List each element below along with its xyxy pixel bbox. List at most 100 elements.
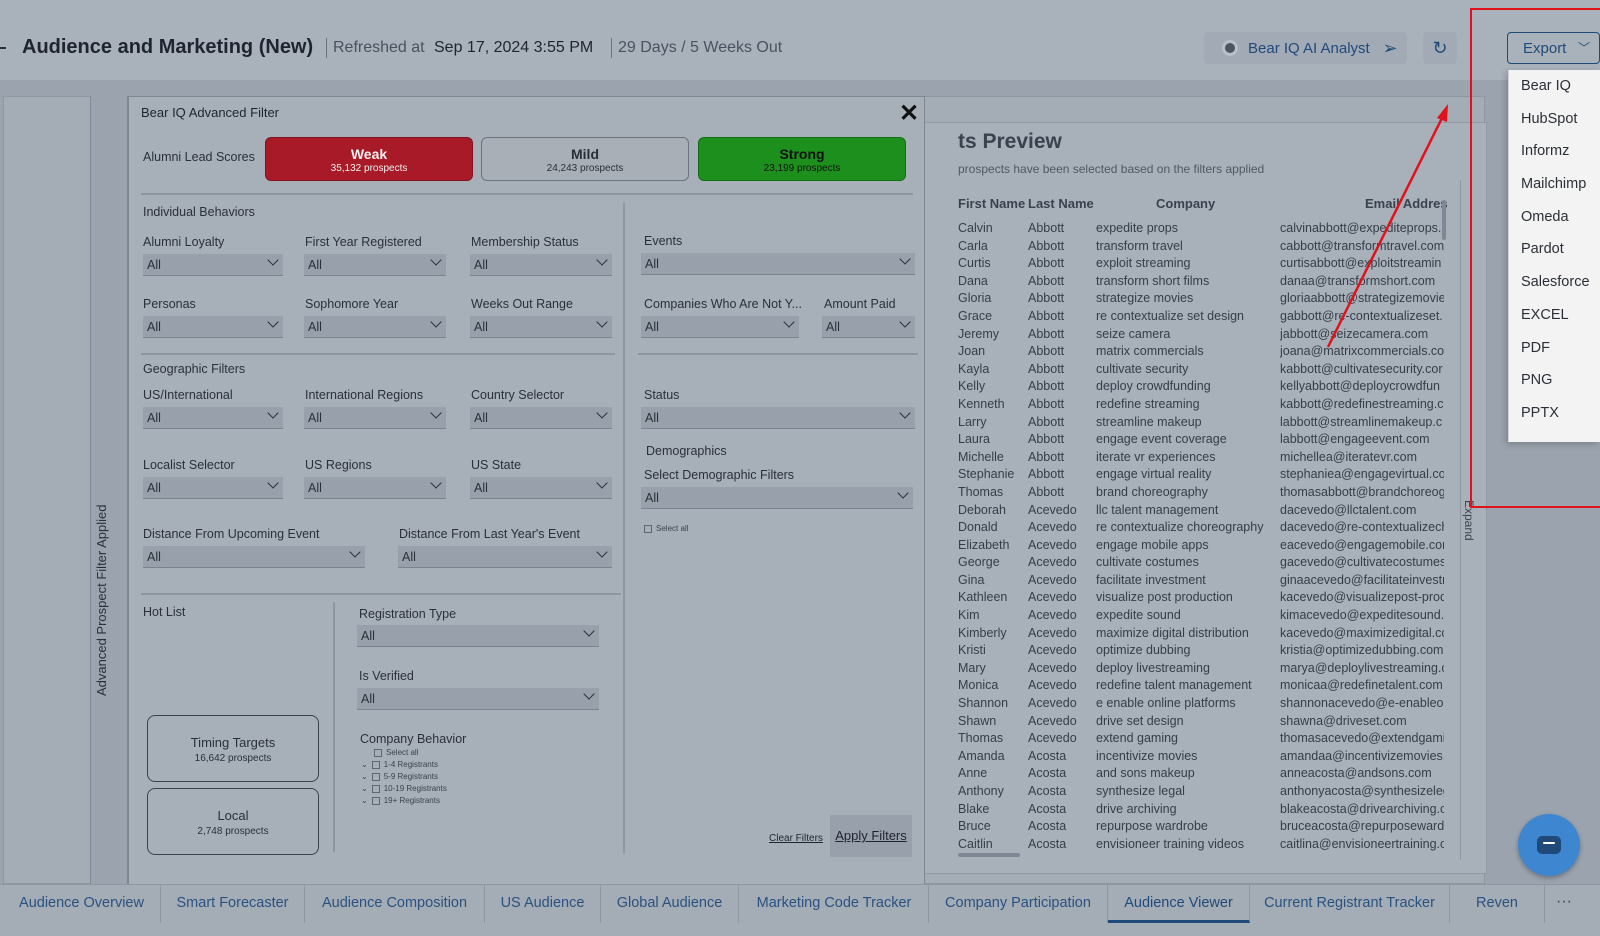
export-menu-item[interactable]: Bear IQ bbox=[1521, 78, 1571, 94]
export-button[interactable]: Export ﹀ bbox=[1507, 32, 1600, 64]
table-row[interactable]: Thomas Abbott brand choreography thomasabbo… bbox=[958, 485, 1458, 503]
amount-paid-select[interactable]: All bbox=[822, 316, 915, 338]
score-mild-button[interactable]: Mild 24,243 prospects bbox=[481, 137, 689, 181]
table-row[interactable]: Kenneth Abbott redefine streaming kabbott@r… bbox=[958, 397, 1458, 415]
column-header-company[interactable]: Company bbox=[1156, 196, 1216, 211]
table-row[interactable]: Anne Acosta and sons makeup anneacosta@ands… bbox=[958, 766, 1458, 784]
table-row[interactable]: Mary Acevedo deploy livestreaming marya@dep… bbox=[958, 661, 1458, 679]
table-row[interactable]: Anthony Acosta synthesize legal anthonyacos… bbox=[958, 784, 1458, 802]
table-row[interactable]: Kimberly Acevedo maximize digital distribu… bbox=[958, 626, 1458, 644]
is-verified-select[interactable]: All bbox=[357, 688, 599, 710]
table-row[interactable]: Amanda Acosta incentivize movies amandaa@in… bbox=[958, 749, 1458, 767]
international-regions-select[interactable]: All bbox=[304, 407, 446, 429]
table-row[interactable]: Kristi Acevedo optimize dubbing kristia@opt… bbox=[958, 643, 1458, 661]
share-button[interactable]: ➢ bbox=[1373, 32, 1407, 64]
export-menu-item[interactable]: PNG bbox=[1521, 372, 1553, 389]
clear-filters-link[interactable]: Clear Filters bbox=[769, 833, 823, 844]
column-header-last-name[interactable]: Last Name bbox=[1028, 196, 1094, 211]
membership-status-select[interactable]: All bbox=[470, 254, 612, 276]
table-row[interactable]: Monica Acevedo redefine talent management m… bbox=[958, 678, 1458, 696]
sophomore-year-select[interactable]: All bbox=[304, 316, 446, 338]
table-row[interactable]: Jeremy Abbott seize camera jabbott@seizecam… bbox=[958, 327, 1458, 345]
tab-current-registrant-tracker[interactable]: Current Registrant Tracker bbox=[1250, 885, 1450, 923]
status-select[interactable]: All bbox=[641, 407, 915, 429]
checkbox-1-4[interactable]: ⌄ 1-4 Registrants bbox=[361, 760, 438, 769]
distance-last-year-select[interactable]: All bbox=[398, 546, 612, 568]
horizontal-scrollbar[interactable] bbox=[958, 853, 1020, 857]
demographic-filters-select[interactable]: All bbox=[641, 487, 913, 509]
table-row[interactable]: Dana Abbott transform short films danaa@tra… bbox=[958, 274, 1458, 292]
country-selector-select[interactable]: All bbox=[470, 407, 612, 429]
ai-analyst-button[interactable]: Bear IQ AI Analyst bbox=[1204, 32, 1392, 64]
score-strong-button[interactable]: Strong 23,199 prospects bbox=[698, 137, 906, 181]
tab-marketing-code-tracker[interactable]: Marketing Code Tracker bbox=[740, 885, 929, 923]
companies-not-select[interactable]: All bbox=[641, 316, 799, 338]
tab-audience-overview[interactable]: Audience Overview bbox=[3, 885, 161, 923]
back-dash[interactable] bbox=[0, 47, 6, 49]
personas-select[interactable]: All bbox=[143, 316, 283, 338]
table-row[interactable]: Calvin Abbott expedite props calvinabbott@e… bbox=[958, 221, 1458, 239]
table-row[interactable]: Grace Abbott re contextualize set design ga… bbox=[958, 309, 1458, 327]
table-row[interactable]: Curtis Abbott exploit streaming curtisabbot… bbox=[958, 256, 1458, 274]
demographic-select-all-checkbox[interactable]: Select all bbox=[644, 524, 688, 533]
vertical-scrollbar[interactable] bbox=[1442, 200, 1446, 240]
table-row[interactable]: Caitlin Acosta envisioneer training videos… bbox=[958, 837, 1458, 855]
table-row[interactable]: Michelle Abbott iterate vr experiences mich… bbox=[958, 450, 1458, 468]
local-button[interactable]: Local 2,748 prospects bbox=[147, 788, 319, 855]
table-row[interactable]: Kayla Abbott cultivate security kabbott@cul… bbox=[958, 362, 1458, 380]
tab-company-participation[interactable]: Company Participation bbox=[929, 885, 1108, 923]
table-row[interactable]: Laura Abbott engage event coverage labbott@… bbox=[958, 432, 1458, 450]
table-row[interactable]: Donald Acevedo re contextualize choreograp… bbox=[958, 520, 1458, 538]
us-international-select[interactable]: All bbox=[143, 407, 283, 429]
table-row[interactable]: Deborah Acevedo llc talent management dacev… bbox=[958, 503, 1458, 521]
export-menu-item[interactable]: Omeda bbox=[1521, 208, 1569, 225]
close-icon[interactable]: ✕ bbox=[899, 100, 920, 127]
weeks-out-range-select[interactable]: All bbox=[470, 316, 612, 338]
distance-upcoming-select[interactable]: All bbox=[143, 546, 365, 568]
events-select[interactable]: All bbox=[641, 253, 915, 275]
table-row[interactable]: Shannon Acevedo e enable online platforms s… bbox=[958, 696, 1458, 714]
table-row[interactable]: Thomas Acevedo extend gaming thomasacevedo@… bbox=[958, 731, 1458, 749]
table-row[interactable]: Kim Acevedo expedite sound kimacevedo@exped… bbox=[958, 608, 1458, 626]
tab-smart-forecaster[interactable]: Smart Forecaster bbox=[161, 885, 305, 923]
checkbox-10-19[interactable]: ⌄ 10-19 Registrants bbox=[361, 784, 447, 793]
table-row[interactable]: George Acevedo cultivate costumes gacevedo@… bbox=[958, 555, 1458, 573]
table-row[interactable]: Blake Acosta drive archiving blakeacosta@dr… bbox=[958, 802, 1458, 820]
export-menu-item[interactable]: PPTX bbox=[1521, 404, 1559, 421]
advanced-filter-strip[interactable]: Advanced Prospect Filter Applied bbox=[90, 96, 128, 884]
table-row[interactable]: Gloria Abbott strategize movies gloriaabbot… bbox=[958, 291, 1458, 309]
checkbox-19-plus[interactable]: ⌄ 19+ Registrants bbox=[361, 796, 440, 805]
export-menu-item[interactable]: EXCEL bbox=[1521, 306, 1569, 323]
timing-targets-button[interactable]: Timing Targets 16,642 prospects bbox=[147, 715, 319, 782]
table-row[interactable]: Elizabeth Acevedo engage mobile apps eaceve… bbox=[958, 538, 1458, 556]
refresh-button[interactable]: ↻ bbox=[1423, 32, 1457, 64]
table-row[interactable]: Carla Abbott transform travel cabbott@trans… bbox=[958, 239, 1458, 257]
table-row[interactable]: Kelly Abbott deploy crowdfunding kellyabbot… bbox=[958, 379, 1458, 397]
more-tabs-icon[interactable]: ··· bbox=[1556, 893, 1572, 910]
tab-audience-viewer[interactable]: Audience Viewer bbox=[1108, 885, 1250, 923]
table-row[interactable]: Kathleen Acevedo visualize post production… bbox=[958, 590, 1458, 608]
tab-global-audience[interactable]: Global Audience bbox=[601, 885, 739, 923]
alumni-loyalty-select[interactable]: All bbox=[143, 254, 283, 276]
score-weak-button[interactable]: Weak 35,132 prospects bbox=[265, 137, 473, 181]
localist-selector-select[interactable]: All bbox=[143, 477, 283, 499]
tab-audience-composition[interactable]: Audience Composition bbox=[305, 885, 485, 923]
table-row[interactable]: Joan Abbott matrix commercials joana@matrix… bbox=[958, 344, 1458, 362]
first-year-registered-select[interactable]: All bbox=[304, 254, 446, 276]
export-menu-item[interactable]: HubSpot bbox=[1521, 110, 1578, 127]
us-state-select[interactable]: All bbox=[470, 477, 612, 499]
export-menu-item[interactable]: Informz bbox=[1521, 143, 1570, 160]
tab-us-audience[interactable]: US Audience bbox=[485, 885, 601, 923]
checkbox-select-all[interactable]: Select all bbox=[374, 748, 418, 757]
apply-filters-button[interactable]: Apply Filters bbox=[830, 815, 912, 857]
us-regions-select[interactable]: All bbox=[304, 477, 446, 499]
column-header-first-name[interactable]: First Name bbox=[958, 196, 1026, 211]
export-menu-item[interactable]: Pardot bbox=[1521, 241, 1564, 258]
table-row[interactable]: Larry Abbott streamline makeup labbott@stre… bbox=[958, 415, 1458, 433]
export-menu-item[interactable]: PDF bbox=[1521, 339, 1550, 356]
export-menu-item[interactable]: Salesforce bbox=[1521, 274, 1590, 291]
table-row[interactable]: Gina Acevedo facilitate investment ginaacev… bbox=[958, 573, 1458, 591]
chat-button[interactable] bbox=[1518, 814, 1580, 876]
export-menu-item[interactable]: Mailchimp bbox=[1521, 176, 1587, 193]
registration-type-select[interactable]: All bbox=[357, 625, 599, 647]
